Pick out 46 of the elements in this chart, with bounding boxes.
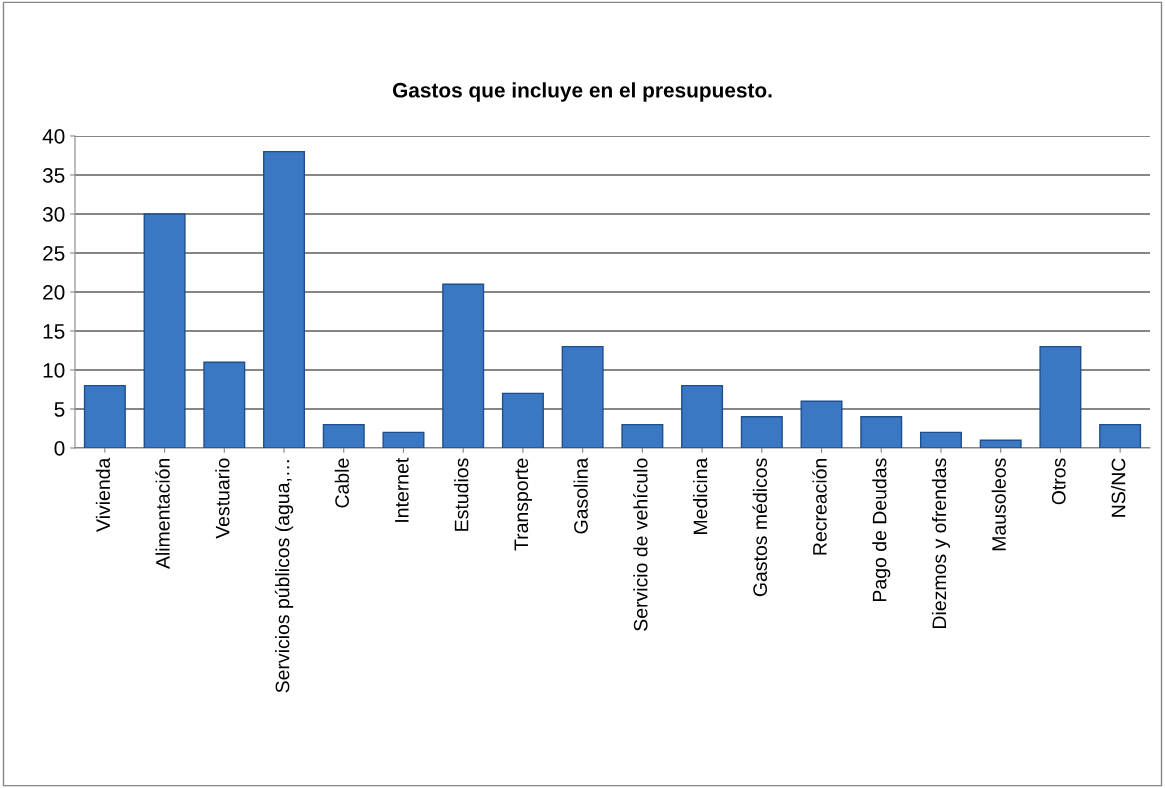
bar	[263, 150, 306, 448]
x-tick-label: Pago de Deudas	[872, 458, 891, 601]
y-tick-label: 10	[43, 363, 65, 378]
x-tick-label: Estudios	[454, 458, 469, 531]
x-tick-label: Medicina	[693, 457, 708, 534]
bar	[203, 361, 246, 448]
x-tick-label: Vestuario	[215, 458, 230, 539]
x-tick-label: NS/NC	[1111, 458, 1126, 517]
x-tick-label: Mausoleos	[991, 458, 1006, 551]
bar	[740, 416, 783, 448]
bar	[442, 283, 485, 448]
y-tick-label: 25	[43, 246, 65, 261]
chart-title: Gastos que incluye en el presupuesto.	[392, 82, 772, 102]
bar	[621, 423, 664, 448]
bar	[800, 400, 843, 448]
y-tick-label: 5	[54, 402, 65, 417]
x-tick-label: Gastos médicos	[752, 458, 768, 597]
bar	[143, 213, 186, 448]
bar	[322, 423, 365, 448]
bar	[1039, 345, 1082, 448]
x-tick-label: Vivienda	[95, 457, 111, 532]
y-tick-label: 35	[42, 168, 65, 183]
bar	[1099, 423, 1142, 448]
y-tick-label: 40	[42, 129, 65, 144]
bar	[979, 439, 1022, 448]
x-tick-label: Servicios públicos (agua,…	[274, 460, 294, 693]
x-tick-label: Transporte	[514, 458, 532, 551]
x-tick-label: Internet	[395, 457, 409, 522]
bar	[83, 384, 126, 448]
y-tick-label: 15	[43, 324, 65, 339]
x-tick-label: Diezmos y ofrendas	[931, 458, 951, 628]
x-tick-label: Alimentación	[155, 458, 170, 569]
bar	[681, 384, 724, 448]
x-tick-label: Servicio de vehículo	[633, 458, 648, 631]
x-tick-label: Gasolina	[573, 457, 588, 534]
bar	[501, 392, 544, 448]
y-tick-label: 20	[43, 285, 65, 300]
bar	[919, 431, 962, 448]
y-tick-label: 0	[54, 441, 65, 456]
bar	[860, 416, 903, 448]
bar	[561, 345, 604, 448]
x-tick-label: Otros	[1051, 458, 1066, 505]
x-tick-label: Recreación	[812, 458, 827, 555]
y-tick-label: 30	[42, 207, 65, 222]
x-tick-label: Cable	[334, 458, 349, 508]
bar	[382, 431, 425, 448]
